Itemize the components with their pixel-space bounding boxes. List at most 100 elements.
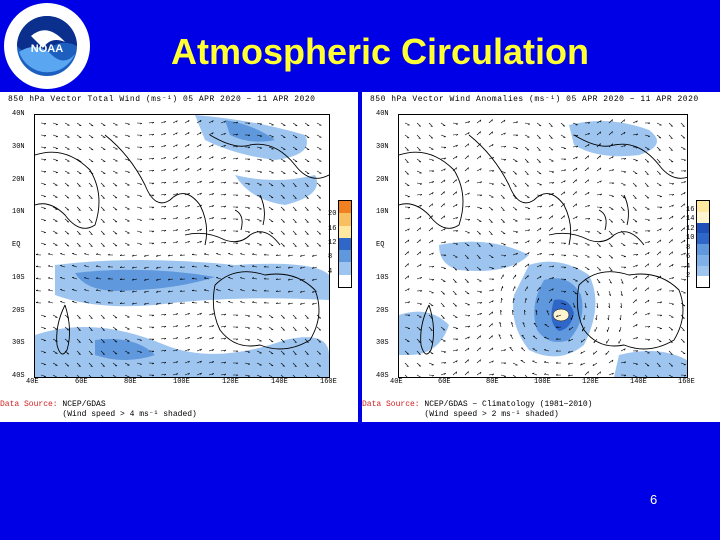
- wind-vector: [668, 158, 674, 163]
- wind-vector-head: [224, 337, 227, 340]
- wind-vector-head: [648, 241, 650, 244]
- wind-vector-head: [164, 361, 167, 364]
- wind-vector: [571, 314, 574, 320]
- wind-vector-head: [648, 312, 650, 315]
- wind-vector: [584, 191, 590, 196]
- wind-vector: [668, 146, 673, 151]
- wind-vector-head: [300, 254, 302, 257]
- wind-vector: [476, 312, 482, 316]
- wind-vector: [184, 155, 190, 160]
- wind-vector-head: [624, 374, 627, 377]
- wind-vector-head: [564, 279, 567, 281]
- wind-vector-head: [430, 329, 433, 331]
- wind-vector: [560, 122, 565, 127]
- wind-vector-head: [580, 363, 582, 366]
- wind-vector-head: [407, 251, 409, 254]
- wind-vector: [656, 228, 662, 232]
- wind-vector: [52, 314, 58, 318]
- wind-vector-head: [294, 233, 297, 235]
- wind-vector: [72, 289, 78, 292]
- wind-vector: [84, 253, 90, 256]
- wind-vector-head: [671, 227, 673, 230]
- wind-vector: [156, 290, 162, 293]
- wind-vector: [112, 134, 118, 138]
- wind-vector: [680, 158, 686, 161]
- wind-vector: [680, 302, 686, 307]
- wind-vector: [208, 313, 214, 316]
- wind-shading: [439, 241, 529, 271]
- wind-vector: [52, 338, 58, 342]
- wind-vector: [100, 242, 105, 247]
- wind-vector: [488, 289, 494, 292]
- y-tick-label: EQ: [12, 241, 21, 249]
- wind-vector: [680, 181, 686, 184]
- wind-vector: [524, 170, 529, 175]
- wind-vector: [596, 193, 602, 196]
- wind-vector: [172, 241, 178, 244]
- wind-vector: [548, 158, 554, 162]
- wind-vector-head: [294, 353, 297, 355]
- wind-vector: [100, 194, 105, 199]
- wind-vector: [64, 158, 70, 162]
- wind-vector: [656, 182, 662, 186]
- wind-vector-head: [612, 372, 614, 375]
- wind-vector: [584, 204, 590, 208]
- wind-vector-head: [294, 185, 297, 187]
- wind-vector-head: [684, 375, 687, 377]
- wind-vector: [452, 314, 458, 318]
- wind-vector: [428, 227, 433, 232]
- wind-vector: [512, 362, 518, 366]
- wind-vector-head: [635, 299, 637, 302]
- wind-vector: [276, 266, 282, 268]
- wind-vector-head: [432, 375, 435, 377]
- wind-vector: [572, 191, 577, 196]
- wind-vector: [428, 192, 434, 196]
- wind-vector: [644, 325, 650, 328]
- wind-vector: [500, 158, 507, 160]
- wind-anomaly-map: [398, 114, 688, 378]
- wind-vector: [592, 362, 598, 367]
- wind-vector-head: [247, 375, 250, 377]
- wind-vector: [120, 254, 126, 256]
- wind-vector-head: [247, 327, 250, 329]
- wind-vector-head: [671, 215, 674, 218]
- wind-vector: [464, 371, 469, 376]
- wind-vector: [404, 134, 410, 139]
- wind-vector: [100, 350, 105, 355]
- wind-vector: [292, 134, 298, 139]
- wind-vector: [208, 241, 214, 244]
- wind-vector-head: [176, 349, 178, 352]
- wind-vector: [548, 277, 554, 280]
- wind-vector-head: [294, 197, 297, 199]
- wind-vector: [452, 179, 457, 184]
- wind-vector: [256, 206, 262, 210]
- wind-vector-head: [176, 325, 178, 328]
- wind-vector: [644, 206, 650, 210]
- colorbar-segment: [339, 225, 351, 238]
- wind-vector: [124, 158, 130, 161]
- wind-vector-head: [563, 191, 566, 194]
- wind-vector: [404, 146, 409, 151]
- wind-vector-head: [551, 171, 554, 173]
- wind-vector: [292, 362, 297, 367]
- wind-vector: [428, 181, 434, 184]
- x-tick-label: 160E: [678, 378, 695, 386]
- wind-vector: [304, 350, 309, 355]
- wind-vector-head: [500, 309, 502, 312]
- wind-vector-head: [200, 360, 202, 363]
- wind-vector: [536, 252, 542, 256]
- wind-vector-head: [564, 169, 567, 172]
- wind-vector-head: [455, 123, 459, 125]
- wind-vector-head: [467, 143, 470, 146]
- wind-vector: [596, 167, 602, 172]
- wind-vector-head: [306, 329, 309, 331]
- wind-vector-head: [236, 145, 239, 148]
- wind-vector: [244, 242, 250, 245]
- wind-vector: [510, 322, 514, 328]
- wind-vector-head: [247, 315, 250, 317]
- wind-vector-head: [646, 185, 649, 187]
- wind-vector: [464, 205, 470, 208]
- wind-vector-head: [623, 119, 625, 122]
- wind-vector-head: [636, 120, 638, 123]
- wind-vector: [52, 134, 58, 137]
